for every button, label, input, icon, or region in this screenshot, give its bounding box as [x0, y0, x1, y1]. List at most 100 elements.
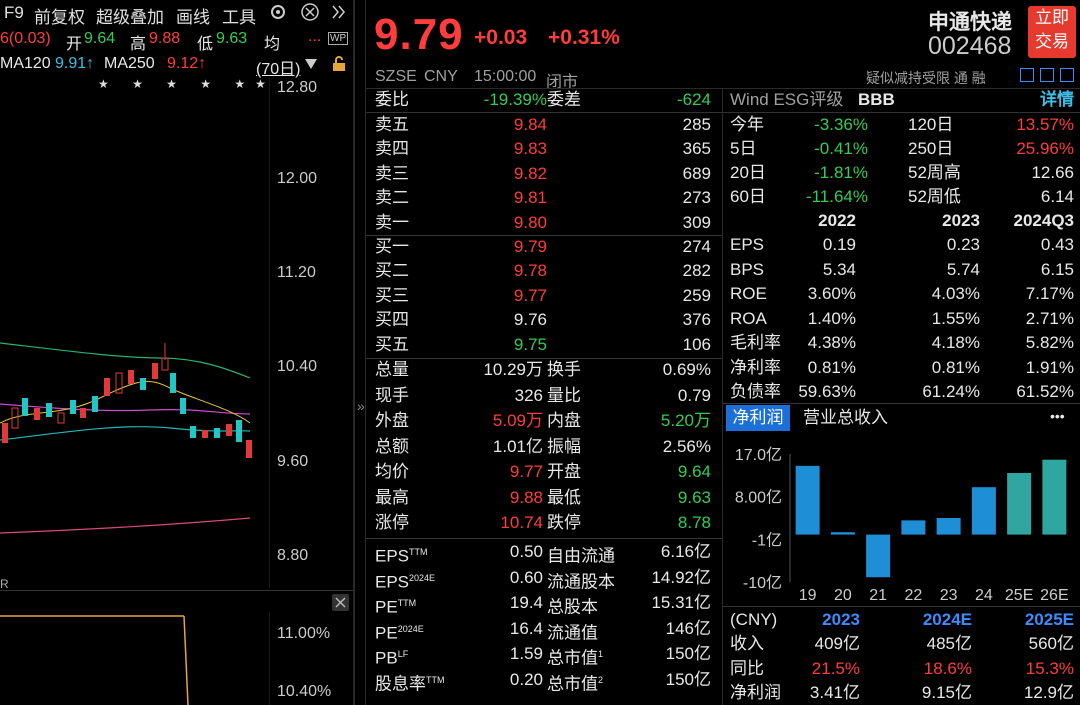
profit-bar[interactable] [1007, 472, 1032, 535]
close-circle-icon[interactable] [300, 2, 320, 27]
fin-value: 0.19 [822, 235, 856, 254]
fin-value: 0.81% [931, 357, 980, 377]
level-label: 卖三 [375, 163, 409, 183]
orderbook-row[interactable]: 买五 9.75 106 [375, 333, 715, 357]
orderbook-row[interactable]: 买一 9.79 274 [375, 235, 715, 259]
stat-row: 总量 10.29万 换手 0.69% [375, 358, 715, 382]
orderbook-row[interactable]: 买四 9.76 376 [375, 308, 715, 332]
orderbook-row[interactable]: 卖一 9.80 309 [375, 211, 715, 235]
more-dots[interactable]: ... [308, 28, 322, 45]
collapse-chevron-icon[interactable]: » [357, 398, 365, 414]
valuation-value: 146亿 [665, 618, 711, 638]
orderbook-row[interactable]: 买三 9.77 259 [375, 284, 715, 308]
valuation-label-main: 总股本 [547, 597, 598, 617]
draw-line-button[interactable]: 画线 [176, 8, 210, 27]
stock-tags: 疑似减持受限 通 融 [866, 70, 986, 86]
fin-row: ROA 1.40% 1.55% 2.71% [730, 307, 1076, 331]
fin-value: 4.03% [931, 284, 980, 303]
valuation-row: PE2024E 16.4 流通值 146亿 [375, 617, 715, 643]
stat-label: 均价 [375, 462, 409, 481]
avg-label: 均 [264, 36, 281, 53]
period-selector[interactable]: (70日) [256, 61, 301, 78]
valuation-label-sup: 2024E [397, 623, 424, 634]
valuation-value: 1.59 [509, 644, 543, 664]
fin-value: 5.82% [1025, 333, 1074, 352]
lock-icon[interactable] [332, 56, 346, 77]
esg-row: Wind ESG评级 BBB 详情 [730, 88, 1076, 112]
return-value: -3.36% [814, 115, 868, 134]
open-value: 9.64 [84, 30, 116, 47]
net-profit-bar-chart[interactable]: 17.0亿 8.00亿 -1亿 -10亿 19 20 21 22 23 24 25E 26E [726, 436, 1080, 606]
gear-icon[interactable] [268, 2, 288, 27]
fin-label: 净利率 [730, 357, 781, 377]
profit-bar[interactable] [830, 532, 855, 535]
tools-button[interactable]: 工具 [222, 8, 256, 27]
alert-icon[interactable] [1040, 68, 1054, 82]
change-partial: 6(0.03) [0, 30, 51, 47]
overlay-button[interactable]: 超级叠加 [96, 8, 164, 27]
valuation-label-sup: 2024E [409, 572, 436, 583]
level-label: 卖四 [375, 139, 409, 159]
fuquan-button[interactable]: 前复权 [34, 8, 85, 27]
fin-year-header: 2022 [818, 211, 856, 230]
fin-value: 5.74 [946, 259, 980, 279]
return-value: -11.64% [805, 187, 868, 206]
stat-value: 5.09万 [492, 411, 543, 430]
last-price: 9.79 [374, 10, 464, 59]
profit-bar[interactable] [795, 465, 820, 535]
profit-bar[interactable] [971, 487, 996, 535]
price-change-pct: +0.31% [548, 26, 620, 49]
edit-icon[interactable] [1020, 68, 1034, 82]
level-price: 9.79 [513, 237, 547, 256]
tab-net-profit[interactable]: 净利润 [726, 405, 790, 431]
level-label: 买一 [375, 237, 409, 256]
forecast-value: 3.41亿 [809, 683, 860, 702]
forecast-header: (CNY) 2023 2024E 2025E [730, 608, 1076, 632]
fin-value: 61.24% [922, 382, 980, 401]
forecast-year: 2023 [822, 610, 860, 629]
profit-bar[interactable] [1042, 459, 1067, 535]
ma250-label: MA250 [104, 55, 155, 72]
weicha-value: -624 [676, 90, 711, 109]
profit-bar[interactable] [936, 518, 961, 535]
level-label: 买五 [375, 334, 409, 354]
orderbook-row[interactable]: 买二 9.78 282 [375, 259, 715, 283]
stat-label: 开盘 [547, 462, 581, 481]
trade-now-button[interactable]: 立即 交易 [1028, 6, 1076, 58]
stat-value: 10.29万 [483, 360, 543, 379]
orderbook-row[interactable]: 卖三 9.82 689 [375, 162, 715, 186]
valuation-label: 流通股本 [547, 566, 615, 595]
window-icon[interactable] [1060, 68, 1074, 82]
forecast-label: 收入 [730, 634, 764, 653]
orderbook-row[interactable]: 卖二 9.81 273 [375, 186, 715, 210]
return-value: -1.81% [814, 163, 868, 182]
valuation-label-main: PE [375, 623, 398, 643]
f9-button[interactable]: F9 [4, 3, 24, 22]
ma-line-ma250 [0, 517, 251, 534]
fin-value: 4.38% [807, 333, 856, 352]
profit-bar[interactable] [901, 520, 926, 535]
kline-chart[interactable] [0, 78, 270, 588]
orderbook-row[interactable]: 卖五 9.84 285 [375, 113, 715, 137]
stat-label: 跌停 [547, 513, 581, 532]
ohlc-row: 6(0.03) 开 9.64 高 9.88 低 9.63 均 ... WP [0, 28, 353, 53]
wp-icon[interactable]: WP [328, 32, 349, 45]
close-subchart-icon[interactable] [332, 594, 349, 611]
level-price: 9.82 [513, 163, 547, 183]
more-options-icon[interactable]: ••• [1050, 408, 1065, 424]
orderbook-row[interactable]: 卖四 9.83 365 [375, 137, 715, 161]
profit-bar[interactable] [866, 534, 891, 578]
valuation-row: EPS2024E 0.60 流通股本 14.92亿 [375, 566, 715, 592]
bar-ytick-label: -10亿 [743, 574, 782, 592]
esg-detail-link[interactable]: 详情 [1040, 90, 1074, 109]
valuation-value: 0.20 [509, 670, 543, 689]
return-value: -0.41% [814, 139, 868, 158]
triangle-down-icon[interactable] [304, 57, 318, 75]
tab-revenue[interactable]: 营业总收入 [803, 408, 888, 427]
level-label: 买三 [375, 285, 409, 305]
double-chevron-icon[interactable] [330, 2, 346, 27]
fin-label: 负债率 [730, 382, 781, 401]
market-status: 闭市 [546, 74, 579, 91]
stat-label: 总额 [375, 436, 409, 456]
ma-line-green [0, 342, 251, 379]
